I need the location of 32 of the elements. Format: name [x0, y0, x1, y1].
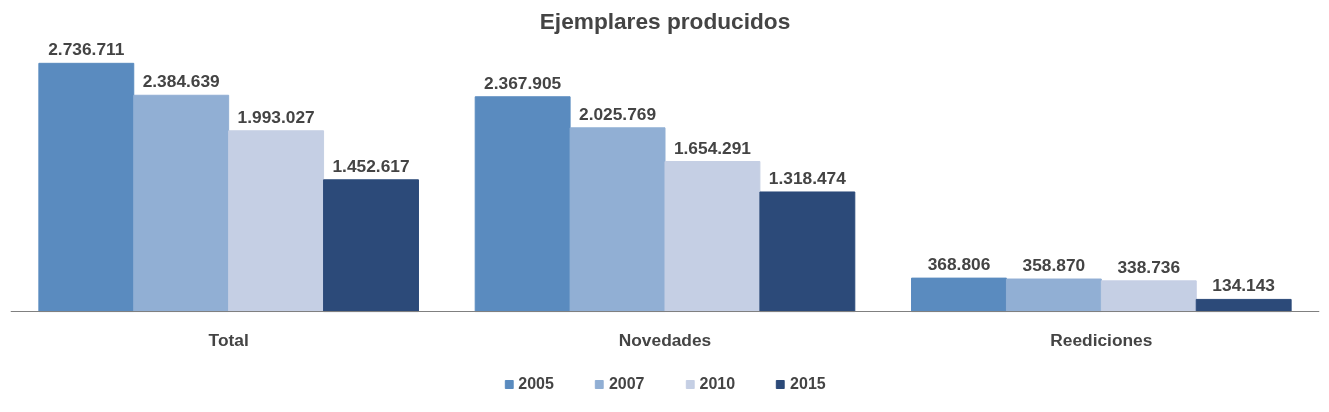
data-label: 134.143	[1212, 275, 1276, 296]
bar	[474, 96, 571, 313]
data-label: 2.025.769	[579, 103, 657, 124]
x-tick-label: Reediciones	[1050, 329, 1153, 350]
data-label: 1.452.617	[332, 155, 410, 176]
data-label: 2.384.639	[142, 71, 220, 92]
legend-label: 2005	[518, 375, 554, 393]
legend-label: 2007	[608, 375, 645, 393]
bar	[1195, 298, 1292, 313]
data-label: 2.367.905	[484, 72, 562, 93]
chart-title: Ejemplares producidos	[539, 7, 791, 34]
legend-label: 2015	[790, 375, 826, 393]
x-tick-label: Total	[208, 329, 249, 350]
data-label: 1.318.474	[768, 167, 847, 188]
data-label: 2.736.711	[48, 39, 125, 60]
bar	[228, 130, 325, 313]
bar	[664, 161, 761, 313]
bar	[1100, 280, 1197, 313]
bar	[1005, 278, 1102, 313]
bar	[569, 127, 666, 313]
data-label: 368.806	[927, 254, 991, 275]
bar	[911, 277, 1007, 313]
data-label: 1.654.291	[673, 137, 752, 158]
data-label: 338.736	[1117, 256, 1181, 277]
bar	[133, 94, 230, 313]
x-tick-label: Novedades	[618, 329, 712, 350]
bar	[38, 62, 135, 313]
legend-label: 2010	[699, 375, 736, 393]
data-label: 1.993.027	[237, 106, 315, 127]
bar	[323, 179, 419, 313]
data-label: 358.870	[1022, 255, 1086, 276]
bar	[759, 191, 856, 313]
